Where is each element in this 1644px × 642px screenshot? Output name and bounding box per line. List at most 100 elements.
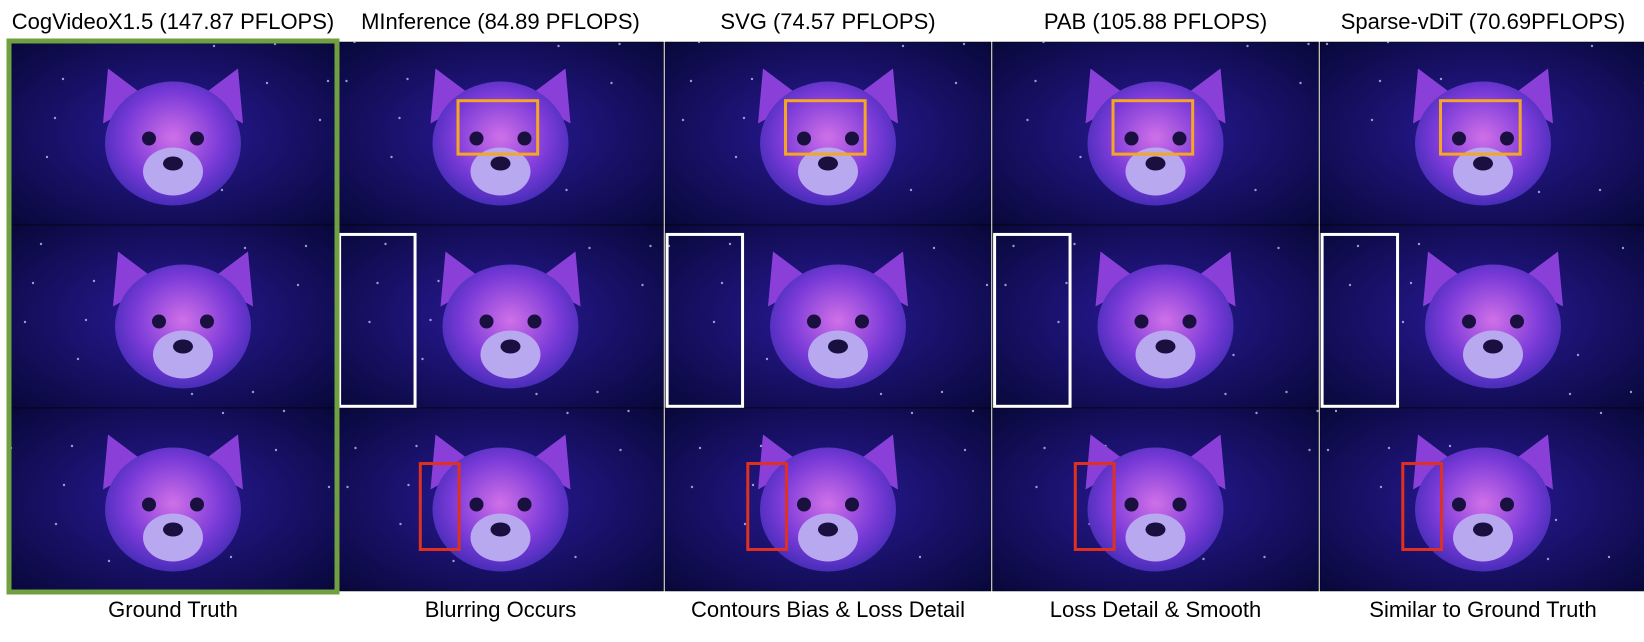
dog-eye bbox=[1510, 314, 1524, 329]
dog-nose bbox=[818, 156, 838, 171]
star bbox=[1537, 190, 1541, 194]
star bbox=[1263, 555, 1266, 559]
highlight-box bbox=[746, 462, 789, 551]
star bbox=[190, 392, 194, 396]
star bbox=[901, 44, 905, 48]
dog-nose bbox=[1145, 522, 1166, 537]
dog-ear bbox=[1180, 434, 1226, 490]
dog-nose bbox=[1473, 522, 1493, 537]
dog-muzzle bbox=[143, 147, 203, 196]
star bbox=[1073, 242, 1076, 246]
dog-eye bbox=[469, 497, 484, 512]
star bbox=[690, 485, 694, 489]
dog-nose bbox=[490, 156, 511, 171]
star bbox=[54, 522, 58, 526]
dog-eye bbox=[1500, 497, 1514, 512]
image-tile bbox=[9, 224, 337, 409]
star bbox=[243, 246, 247, 250]
star bbox=[1386, 40, 1390, 44]
dog-eye bbox=[527, 314, 542, 329]
highlight-box bbox=[1073, 462, 1116, 551]
dog-eye bbox=[1124, 131, 1139, 146]
dog-head bbox=[105, 81, 241, 206]
star bbox=[251, 390, 255, 394]
star bbox=[618, 42, 621, 46]
dog-head bbox=[760, 81, 896, 206]
star bbox=[107, 559, 111, 563]
star bbox=[596, 390, 599, 394]
star bbox=[1590, 44, 1594, 48]
star bbox=[742, 116, 746, 120]
star bbox=[689, 79, 693, 83]
star bbox=[84, 318, 88, 322]
dog-nose bbox=[1483, 339, 1503, 354]
star bbox=[1409, 281, 1413, 285]
dog-eye bbox=[1500, 131, 1514, 146]
star bbox=[712, 320, 716, 324]
star bbox=[437, 279, 440, 283]
star bbox=[1057, 320, 1060, 324]
star bbox=[398, 116, 401, 120]
dog-head bbox=[432, 81, 569, 206]
dog-nose bbox=[818, 522, 838, 537]
star bbox=[1629, 390, 1633, 394]
image-tile bbox=[9, 407, 337, 592]
star bbox=[1417, 242, 1421, 246]
star bbox=[353, 40, 356, 44]
image-tile bbox=[992, 40, 1319, 226]
star bbox=[1004, 283, 1007, 287]
star bbox=[346, 485, 349, 489]
star bbox=[1379, 485, 1383, 489]
image-tile bbox=[337, 407, 664, 592]
dog-eye bbox=[1452, 131, 1466, 146]
image-tile bbox=[992, 224, 1319, 409]
column-caption: Contours Bias & Loss Detail bbox=[691, 597, 965, 622]
star bbox=[985, 283, 989, 287]
star bbox=[407, 483, 410, 487]
star bbox=[354, 446, 357, 450]
star bbox=[1255, 411, 1258, 415]
star bbox=[1042, 40, 1045, 44]
star bbox=[734, 155, 738, 159]
star bbox=[1554, 518, 1558, 522]
dog-ear bbox=[525, 68, 571, 124]
image-tile bbox=[1319, 40, 1644, 226]
dog-head bbox=[760, 447, 896, 572]
image-tile bbox=[664, 224, 992, 409]
star bbox=[212, 44, 216, 48]
column-title: Sparse-vDiT (70.69PFLOPS) bbox=[1341, 9, 1625, 34]
star bbox=[1277, 246, 1280, 250]
dog-muzzle bbox=[1135, 330, 1196, 379]
dog-muzzle bbox=[480, 330, 541, 379]
star bbox=[53, 116, 57, 120]
highlight-box bbox=[665, 232, 745, 408]
dog-nose bbox=[1155, 339, 1176, 354]
dog-ear bbox=[430, 434, 476, 490]
star bbox=[1325, 42, 1329, 46]
star bbox=[1079, 155, 1082, 159]
star bbox=[743, 522, 747, 526]
star bbox=[415, 444, 418, 448]
star bbox=[1568, 392, 1572, 396]
dog-head bbox=[770, 264, 906, 389]
star bbox=[92, 279, 96, 283]
dog-eye bbox=[479, 314, 494, 329]
star bbox=[62, 483, 66, 487]
star bbox=[909, 188, 913, 192]
star bbox=[681, 118, 685, 122]
dog-ear bbox=[768, 251, 813, 307]
dog-head bbox=[1425, 264, 1561, 389]
dog-head bbox=[1097, 264, 1234, 389]
star bbox=[1012, 244, 1015, 248]
star bbox=[429, 318, 432, 322]
dog-eye bbox=[1134, 314, 1149, 329]
star bbox=[1224, 392, 1227, 396]
dog-eye bbox=[517, 497, 532, 512]
column-caption: Loss Detail & Smooth bbox=[1050, 597, 1262, 622]
dog-eye bbox=[845, 497, 859, 512]
image-tile bbox=[1319, 407, 1644, 592]
star bbox=[368, 320, 371, 324]
dog-ear bbox=[113, 251, 158, 307]
dog-head bbox=[115, 264, 251, 389]
